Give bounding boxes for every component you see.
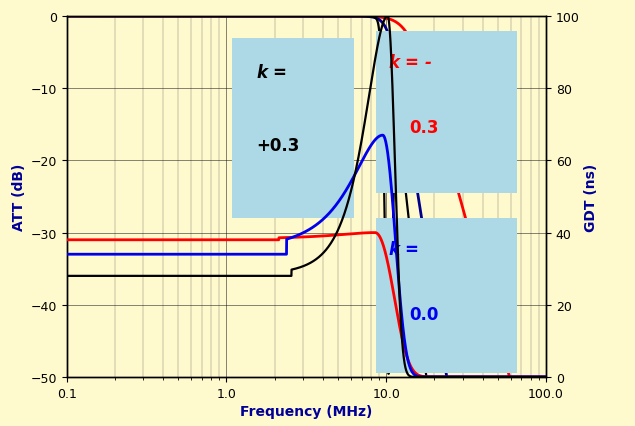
Y-axis label: ATT (dB): ATT (dB) — [12, 164, 26, 230]
Y-axis label: GDT (ns): GDT (ns) — [584, 163, 598, 231]
Text: 0.0: 0.0 — [410, 305, 439, 323]
Text: $\bfit{k}$ =: $\bfit{k}$ = — [388, 241, 419, 259]
Text: $\bfit{k}$ =: $\bfit{k}$ = — [256, 64, 287, 82]
Text: 0.3: 0.3 — [410, 118, 439, 136]
Text: $\bfit{k}$ = -: $\bfit{k}$ = - — [388, 54, 432, 72]
FancyBboxPatch shape — [376, 219, 518, 374]
FancyBboxPatch shape — [232, 39, 354, 219]
Text: +0.3: +0.3 — [256, 136, 300, 154]
FancyBboxPatch shape — [376, 32, 518, 193]
X-axis label: Frequency (MHz): Frequency (MHz) — [240, 404, 373, 418]
